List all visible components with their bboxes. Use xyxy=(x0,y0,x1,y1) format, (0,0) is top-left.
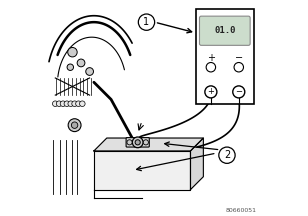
Circle shape xyxy=(132,137,143,148)
FancyBboxPatch shape xyxy=(200,16,250,45)
Circle shape xyxy=(127,140,132,145)
Circle shape xyxy=(143,140,148,145)
Circle shape xyxy=(56,101,62,106)
Circle shape xyxy=(52,101,58,106)
Circle shape xyxy=(219,147,235,163)
Text: 2: 2 xyxy=(224,150,230,160)
Text: +: + xyxy=(207,87,214,96)
Circle shape xyxy=(67,64,74,70)
Circle shape xyxy=(86,68,94,75)
Circle shape xyxy=(60,101,66,106)
Polygon shape xyxy=(190,138,203,190)
Text: 1: 1 xyxy=(144,17,150,27)
Text: −: − xyxy=(235,87,242,96)
Circle shape xyxy=(138,14,155,30)
Circle shape xyxy=(64,101,70,106)
Circle shape xyxy=(79,101,85,106)
Text: +: + xyxy=(207,52,215,63)
Text: −: − xyxy=(235,52,243,63)
Circle shape xyxy=(68,119,81,132)
Polygon shape xyxy=(94,138,203,151)
Circle shape xyxy=(76,101,81,106)
Circle shape xyxy=(68,101,74,106)
Circle shape xyxy=(205,86,217,98)
Circle shape xyxy=(234,62,244,72)
Circle shape xyxy=(206,62,216,72)
Text: 01.0: 01.0 xyxy=(214,26,236,35)
Circle shape xyxy=(135,140,140,145)
Circle shape xyxy=(233,86,245,98)
Bar xyxy=(196,9,254,104)
Text: 80660051: 80660051 xyxy=(226,208,257,213)
Circle shape xyxy=(71,122,78,128)
Circle shape xyxy=(77,59,85,67)
FancyBboxPatch shape xyxy=(126,138,149,147)
Circle shape xyxy=(68,48,77,57)
Circle shape xyxy=(72,101,77,106)
Polygon shape xyxy=(94,151,190,190)
